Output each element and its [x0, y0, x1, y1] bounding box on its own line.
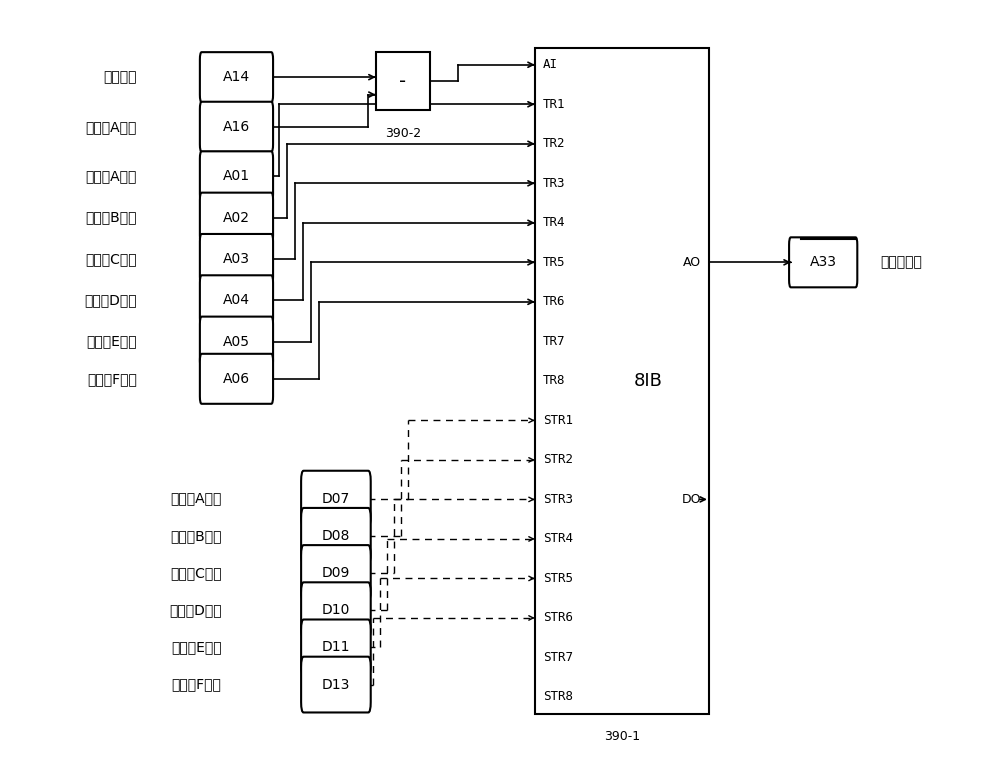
Text: STR1: STR1	[543, 414, 573, 427]
FancyBboxPatch shape	[200, 316, 273, 367]
Text: A14: A14	[223, 70, 250, 84]
Text: 390-2: 390-2	[385, 127, 421, 139]
Text: 390-1: 390-1	[604, 730, 640, 743]
FancyBboxPatch shape	[789, 237, 857, 287]
Text: A16: A16	[223, 120, 250, 134]
Text: TR4: TR4	[543, 216, 565, 229]
Text: A02: A02	[223, 211, 250, 225]
Text: 燃料主控: 燃料主控	[104, 70, 137, 84]
Text: D10: D10	[322, 603, 350, 618]
Text: STR6: STR6	[543, 611, 573, 624]
Text: A04: A04	[223, 293, 250, 307]
Text: -: -	[399, 72, 407, 91]
FancyBboxPatch shape	[200, 353, 273, 403]
Text: 8IB: 8IB	[633, 372, 662, 390]
Text: D08: D08	[322, 529, 350, 543]
Text: 磨某机A指令: 磨某机A指令	[86, 169, 137, 183]
Text: TR3: TR3	[543, 177, 565, 189]
Text: 磨某机E手动: 磨某机E手动	[171, 641, 222, 654]
Text: 磨某机C手动: 磨某机C手动	[170, 566, 222, 580]
Text: TR2: TR2	[543, 137, 565, 150]
Text: DO: DO	[681, 493, 701, 506]
Text: TR8: TR8	[543, 374, 565, 387]
FancyBboxPatch shape	[301, 508, 371, 564]
FancyBboxPatch shape	[301, 582, 371, 638]
Text: STR5: STR5	[543, 572, 573, 585]
Text: STR4: STR4	[543, 532, 573, 545]
FancyBboxPatch shape	[200, 234, 273, 284]
FancyBboxPatch shape	[200, 276, 273, 325]
Text: A33: A33	[810, 256, 837, 270]
Text: 磨某机E指令: 磨某机E指令	[86, 335, 137, 349]
Bar	[376, 52, 430, 110]
FancyBboxPatch shape	[301, 470, 371, 527]
Text: 磨某机C指令: 磨某机C指令	[85, 252, 137, 266]
FancyBboxPatch shape	[301, 620, 371, 675]
Text: STR3: STR3	[543, 493, 573, 506]
Text: A03: A03	[223, 252, 250, 266]
Text: 磨某机A手动: 磨某机A手动	[170, 491, 222, 506]
Text: AI: AI	[543, 59, 558, 72]
FancyBboxPatch shape	[301, 545, 371, 601]
Text: STR7: STR7	[543, 651, 573, 664]
Text: TR5: TR5	[543, 256, 565, 269]
Text: D13: D13	[322, 678, 350, 691]
Text: STR8: STR8	[543, 691, 573, 704]
FancyBboxPatch shape	[200, 102, 273, 152]
Text: A01: A01	[223, 169, 250, 183]
Text: TR7: TR7	[543, 335, 565, 348]
Text: D11: D11	[322, 641, 350, 654]
Text: 磨某机A偏置: 磨某机A偏置	[86, 120, 137, 134]
Text: D09: D09	[322, 566, 350, 580]
Text: A05: A05	[223, 335, 250, 349]
Text: TR1: TR1	[543, 98, 565, 111]
FancyBboxPatch shape	[200, 152, 273, 201]
Text: 磨某机D手动: 磨某机D手动	[169, 603, 222, 618]
Text: 磨某机指令: 磨某机指令	[880, 256, 922, 270]
Text: TR6: TR6	[543, 296, 565, 308]
Text: D07: D07	[322, 491, 350, 506]
Bar	[535, 49, 709, 714]
Text: AO: AO	[683, 256, 701, 269]
FancyBboxPatch shape	[301, 657, 371, 712]
Text: 磨某机F手动: 磨某机F手动	[172, 678, 222, 691]
FancyBboxPatch shape	[200, 192, 273, 243]
Text: 磨某机D指令: 磨某机D指令	[84, 293, 137, 307]
Text: 磨某机F指令: 磨某机F指令	[87, 372, 137, 386]
Text: STR2: STR2	[543, 454, 573, 467]
Text: A06: A06	[223, 372, 250, 386]
FancyBboxPatch shape	[200, 52, 273, 102]
Text: 磨某机B指令: 磨某机B指令	[86, 211, 137, 225]
Text: 磨某机B手动: 磨某机B手动	[170, 529, 222, 543]
